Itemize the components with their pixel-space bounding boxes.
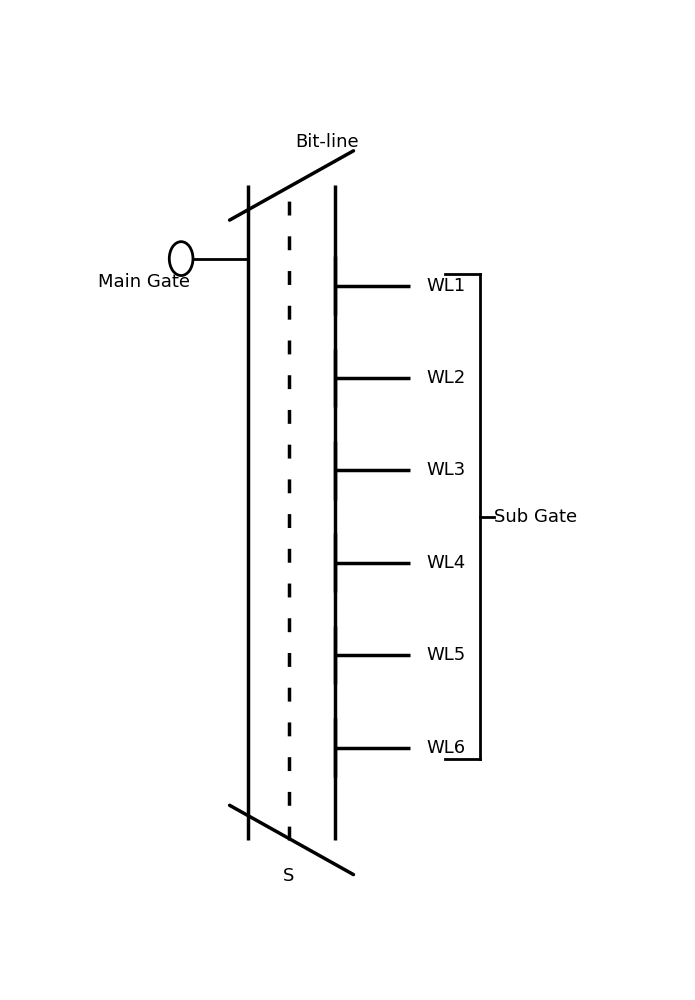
Text: Bit-line: Bit-line (295, 133, 359, 151)
Text: WL1: WL1 (426, 277, 466, 295)
Text: WL6: WL6 (426, 739, 466, 757)
Text: Main Gate: Main Gate (97, 273, 190, 291)
Text: WL3: WL3 (426, 461, 466, 479)
Text: WL4: WL4 (426, 554, 466, 572)
Text: S: S (283, 867, 295, 885)
Text: WL2: WL2 (426, 369, 466, 387)
Text: Sub Gate: Sub Gate (493, 508, 577, 526)
Text: WL5: WL5 (426, 646, 466, 664)
